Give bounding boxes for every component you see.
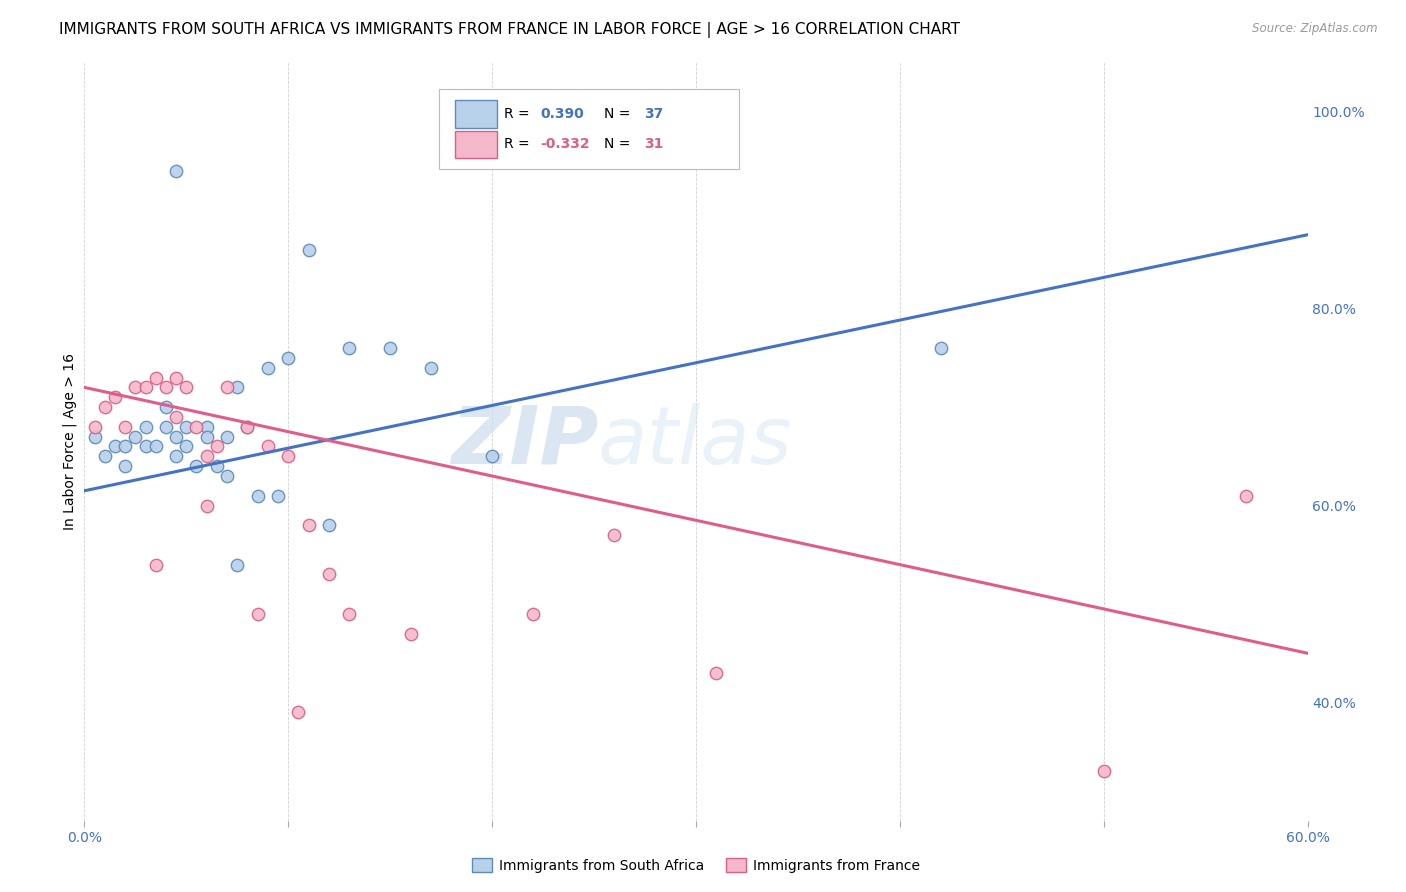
Point bbox=[236, 419, 259, 434]
Point bbox=[93, 450, 115, 464]
Point bbox=[399, 626, 422, 640]
Point bbox=[174, 440, 197, 454]
Point bbox=[124, 429, 146, 443]
Point bbox=[124, 380, 146, 394]
Y-axis label: In Labor Force | Age > 16: In Labor Force | Age > 16 bbox=[63, 353, 77, 530]
Text: N =: N = bbox=[605, 107, 636, 121]
Point bbox=[165, 370, 187, 384]
Point bbox=[205, 440, 228, 454]
Point bbox=[246, 489, 269, 503]
Point bbox=[277, 351, 299, 365]
Point bbox=[217, 380, 239, 394]
Point bbox=[287, 706, 309, 720]
Point bbox=[83, 429, 105, 443]
Point bbox=[481, 450, 503, 464]
Point bbox=[1092, 764, 1115, 779]
Point bbox=[267, 489, 290, 503]
Text: ZIP: ZIP bbox=[451, 402, 598, 481]
Point bbox=[174, 419, 197, 434]
Point bbox=[93, 400, 115, 414]
FancyBboxPatch shape bbox=[439, 89, 738, 169]
Point bbox=[257, 360, 280, 375]
FancyBboxPatch shape bbox=[456, 101, 496, 128]
Point bbox=[1236, 489, 1258, 503]
FancyBboxPatch shape bbox=[456, 130, 496, 158]
Point bbox=[165, 429, 187, 443]
Text: R =: R = bbox=[503, 107, 534, 121]
Point bbox=[104, 390, 127, 404]
Point bbox=[195, 499, 218, 513]
Text: 37: 37 bbox=[644, 107, 664, 121]
Point bbox=[318, 518, 340, 533]
Point bbox=[145, 370, 167, 384]
Point bbox=[226, 558, 249, 572]
Point bbox=[155, 400, 177, 414]
Point bbox=[135, 380, 157, 394]
Point bbox=[186, 459, 208, 474]
Text: IMMIGRANTS FROM SOUTH AFRICA VS IMMIGRANTS FROM FRANCE IN LABOR FORCE | AGE > 16: IMMIGRANTS FROM SOUTH AFRICA VS IMMIGRAN… bbox=[59, 22, 960, 38]
Point bbox=[706, 665, 728, 680]
Point bbox=[205, 459, 228, 474]
Point bbox=[257, 440, 280, 454]
Point bbox=[155, 380, 177, 394]
Point bbox=[135, 419, 157, 434]
Point bbox=[135, 440, 157, 454]
Point bbox=[380, 341, 402, 355]
Point bbox=[420, 360, 443, 375]
Text: R =: R = bbox=[503, 137, 534, 152]
Point bbox=[155, 419, 177, 434]
Point bbox=[246, 607, 269, 621]
Text: atlas: atlas bbox=[598, 402, 793, 481]
Point bbox=[217, 469, 239, 483]
Point bbox=[226, 380, 249, 394]
Point bbox=[298, 243, 321, 257]
Point bbox=[195, 429, 218, 443]
Point bbox=[145, 440, 167, 454]
Point bbox=[236, 419, 259, 434]
Point bbox=[195, 450, 218, 464]
Text: N =: N = bbox=[605, 137, 636, 152]
Point bbox=[298, 518, 321, 533]
Point bbox=[114, 440, 136, 454]
Text: -0.332: -0.332 bbox=[541, 137, 591, 152]
Point bbox=[522, 607, 544, 621]
Legend: Immigrants from South Africa, Immigrants from France: Immigrants from South Africa, Immigrants… bbox=[467, 852, 925, 878]
Point bbox=[104, 440, 127, 454]
Point bbox=[145, 558, 167, 572]
Point bbox=[339, 607, 361, 621]
Text: Source: ZipAtlas.com: Source: ZipAtlas.com bbox=[1253, 22, 1378, 36]
Point bbox=[277, 450, 299, 464]
Point bbox=[195, 419, 218, 434]
Point bbox=[165, 409, 187, 424]
Point bbox=[83, 419, 105, 434]
Point bbox=[706, 144, 728, 158]
Point bbox=[186, 419, 208, 434]
Text: 0.390: 0.390 bbox=[541, 107, 585, 121]
Point bbox=[114, 459, 136, 474]
Text: 31: 31 bbox=[644, 137, 664, 152]
Point bbox=[165, 450, 187, 464]
Point bbox=[339, 341, 361, 355]
Point bbox=[929, 341, 952, 355]
Point bbox=[603, 528, 626, 542]
Point bbox=[174, 380, 197, 394]
Point bbox=[165, 163, 187, 178]
Point bbox=[217, 429, 239, 443]
Point bbox=[318, 567, 340, 582]
Point bbox=[114, 419, 136, 434]
